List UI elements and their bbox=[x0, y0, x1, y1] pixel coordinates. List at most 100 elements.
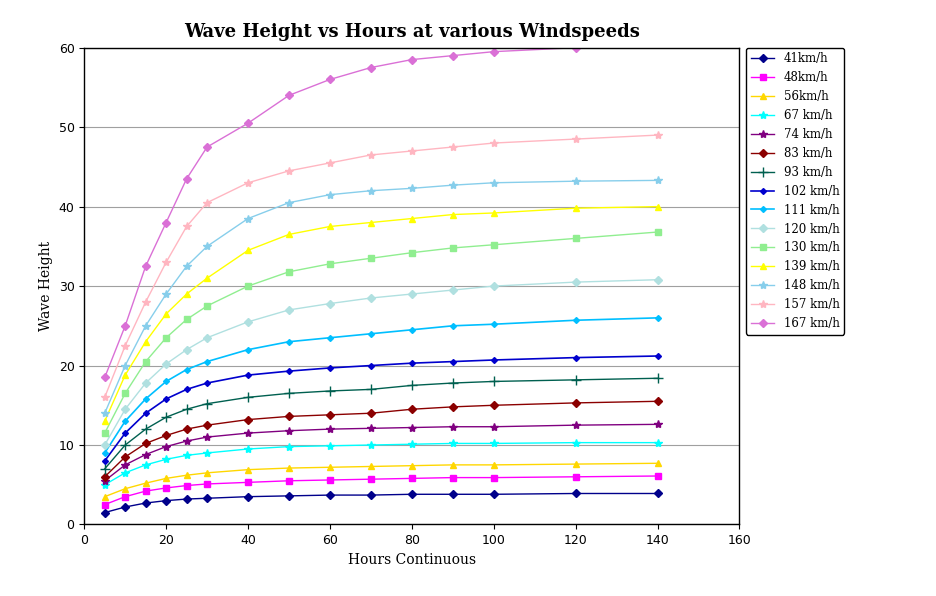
Line: 83 km/h: 83 km/h bbox=[102, 399, 660, 480]
41km/h bbox=[365, 492, 376, 499]
148 km/h bbox=[201, 243, 212, 250]
148 km/h bbox=[99, 409, 110, 417]
48km/h bbox=[406, 475, 417, 482]
67 km/h bbox=[242, 445, 254, 452]
74 km/h bbox=[652, 421, 664, 428]
167 km/h bbox=[181, 175, 192, 182]
139 km/h bbox=[140, 338, 152, 345]
74 km/h bbox=[201, 433, 212, 440]
Line: 67 km/h: 67 km/h bbox=[100, 439, 662, 489]
167 km/h bbox=[201, 144, 212, 151]
167 km/h bbox=[140, 263, 152, 270]
Line: 48km/h: 48km/h bbox=[102, 473, 660, 507]
111 km/h bbox=[447, 322, 459, 330]
93 km/h bbox=[447, 380, 459, 387]
130 km/h bbox=[99, 430, 110, 437]
148 km/h bbox=[325, 191, 336, 198]
111 km/h bbox=[99, 449, 110, 457]
56km/h bbox=[201, 469, 212, 476]
157 km/h bbox=[406, 147, 417, 154]
157 km/h bbox=[242, 179, 254, 187]
74 km/h bbox=[489, 423, 500, 430]
83 km/h bbox=[242, 416, 254, 423]
111 km/h bbox=[325, 334, 336, 342]
139 km/h bbox=[652, 203, 664, 210]
148 km/h bbox=[284, 199, 295, 206]
148 km/h bbox=[140, 322, 152, 330]
83 km/h bbox=[181, 426, 192, 433]
111 km/h bbox=[652, 314, 664, 321]
41km/h bbox=[242, 493, 254, 500]
167 km/h bbox=[284, 92, 295, 99]
Line: 56km/h: 56km/h bbox=[101, 460, 661, 500]
48km/h bbox=[652, 473, 664, 480]
102 km/h bbox=[181, 386, 192, 393]
74 km/h bbox=[140, 451, 152, 458]
Line: 41km/h: 41km/h bbox=[102, 491, 660, 516]
120 km/h bbox=[489, 283, 500, 290]
148 km/h bbox=[652, 177, 664, 184]
67 km/h bbox=[652, 439, 664, 446]
157 km/h bbox=[181, 223, 192, 230]
74 km/h bbox=[242, 430, 254, 437]
120 km/h bbox=[120, 406, 131, 413]
74 km/h bbox=[120, 461, 131, 468]
157 km/h bbox=[652, 132, 664, 139]
139 km/h bbox=[325, 223, 336, 230]
167 km/h bbox=[406, 56, 417, 63]
130 km/h bbox=[406, 249, 417, 256]
Y-axis label: Wave Height: Wave Height bbox=[39, 241, 53, 331]
41km/h bbox=[161, 497, 172, 504]
83 km/h bbox=[406, 406, 417, 413]
83 km/h bbox=[161, 432, 172, 439]
93 km/h bbox=[570, 376, 581, 383]
111 km/h bbox=[140, 395, 152, 402]
83 km/h bbox=[365, 409, 376, 417]
157 km/h bbox=[489, 139, 500, 147]
139 km/h bbox=[447, 211, 459, 218]
74 km/h bbox=[181, 437, 192, 445]
83 km/h bbox=[99, 473, 110, 480]
67 km/h bbox=[570, 439, 581, 446]
120 km/h bbox=[140, 380, 152, 387]
48km/h bbox=[489, 474, 500, 481]
93 km/h bbox=[99, 465, 110, 473]
93 km/h bbox=[284, 390, 295, 397]
102 km/h bbox=[201, 380, 212, 387]
41km/h bbox=[120, 504, 131, 511]
157 km/h bbox=[284, 167, 295, 175]
56km/h bbox=[325, 464, 336, 471]
120 km/h bbox=[242, 318, 254, 325]
93 km/h bbox=[365, 386, 376, 393]
48km/h bbox=[201, 480, 212, 488]
Line: 74 km/h: 74 km/h bbox=[100, 420, 662, 485]
139 km/h bbox=[181, 290, 192, 297]
120 km/h bbox=[99, 442, 110, 449]
120 km/h bbox=[570, 278, 581, 285]
41km/h bbox=[489, 491, 500, 498]
56km/h bbox=[365, 463, 376, 470]
120 km/h bbox=[365, 294, 376, 302]
111 km/h bbox=[201, 358, 212, 365]
148 km/h bbox=[406, 185, 417, 192]
56km/h bbox=[242, 466, 254, 473]
Line: 130 km/h: 130 km/h bbox=[102, 229, 660, 436]
67 km/h bbox=[181, 452, 192, 459]
157 km/h bbox=[447, 144, 459, 151]
130 km/h bbox=[365, 254, 376, 262]
56km/h bbox=[181, 471, 192, 479]
48km/h bbox=[242, 479, 254, 486]
157 km/h bbox=[201, 199, 212, 206]
130 km/h bbox=[284, 268, 295, 275]
139 km/h bbox=[489, 209, 500, 216]
Line: 167 km/h: 167 km/h bbox=[102, 41, 660, 380]
67 km/h bbox=[201, 449, 212, 457]
Line: 102 km/h: 102 km/h bbox=[103, 354, 660, 463]
93 km/h bbox=[652, 375, 664, 382]
130 km/h bbox=[325, 260, 336, 268]
83 km/h bbox=[570, 399, 581, 406]
111 km/h bbox=[570, 316, 581, 324]
X-axis label: Hours Continuous: Hours Continuous bbox=[348, 552, 475, 567]
130 km/h bbox=[181, 316, 192, 323]
157 km/h bbox=[365, 151, 376, 159]
